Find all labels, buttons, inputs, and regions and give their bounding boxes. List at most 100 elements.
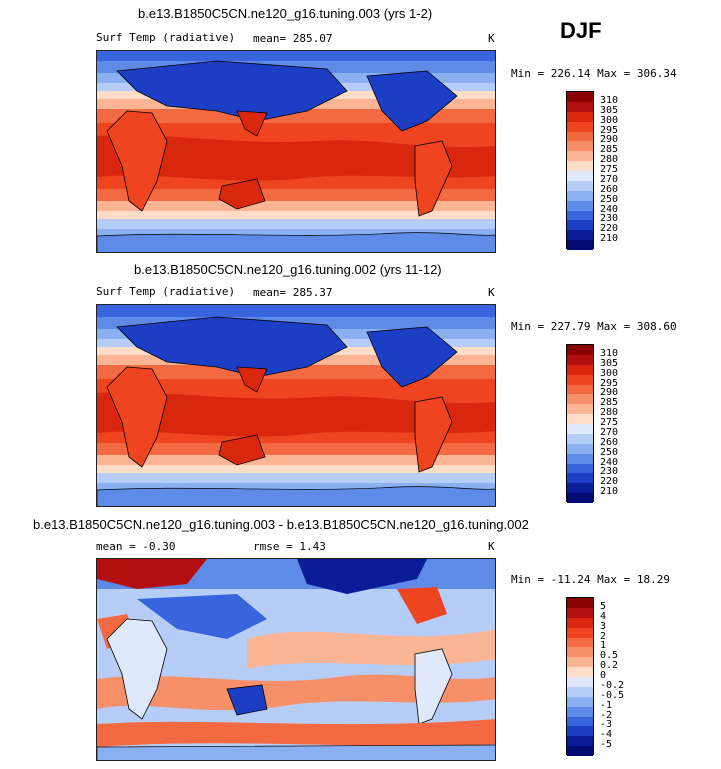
colorbar-swatch bbox=[567, 414, 593, 424]
panel1-colorbar bbox=[566, 91, 594, 250]
colorbar-swatch bbox=[567, 667, 593, 677]
colorbar-swatch bbox=[567, 240, 593, 250]
panel1-minmax: Min = 226.14 Max = 306.34 bbox=[511, 67, 677, 80]
season-label: DJF bbox=[560, 18, 602, 43]
panel2-map-graphic bbox=[97, 305, 495, 506]
colorbar-level-label: 220 bbox=[600, 223, 619, 235]
colorbar-level-label: 240 bbox=[600, 456, 619, 468]
panel1-mean-label: mean= 285.07 bbox=[253, 32, 333, 45]
colorbar-swatch bbox=[567, 746, 593, 756]
colorbar-swatch bbox=[567, 443, 593, 454]
colorbar-level-label: 285 bbox=[600, 397, 619, 409]
colorbar-swatch bbox=[567, 161, 593, 171]
colorbar-level-label: 220 bbox=[600, 476, 619, 488]
colorbar-level-label: 230 bbox=[600, 213, 619, 225]
panel3-colorbar bbox=[566, 597, 594, 756]
colorbar-level-label: -2 bbox=[600, 709, 613, 721]
colorbar-swatch bbox=[567, 92, 593, 102]
colorbar-level-label: -0.2 bbox=[600, 679, 625, 691]
panel1-units: K bbox=[488, 32, 495, 45]
panel1-title: b.e13.B1850C5CN.ne120_g16.tuning.003 (yr… bbox=[138, 6, 433, 21]
panel3-mean-label: mean = -0.30 bbox=[96, 540, 176, 553]
colorbar-level-label: 260 bbox=[600, 183, 619, 195]
colorbar-level-label: 260 bbox=[600, 436, 619, 448]
panel3-rmse-label: rmse = 1.43 bbox=[253, 540, 326, 553]
colorbar-swatch bbox=[567, 424, 593, 434]
colorbar-swatch bbox=[567, 453, 593, 464]
colorbar-swatch bbox=[567, 677, 593, 687]
colorbar-swatch bbox=[567, 686, 593, 697]
colorbar-swatch bbox=[567, 345, 593, 355]
colorbar-level-label: 280 bbox=[600, 407, 619, 419]
colorbar-swatch bbox=[567, 180, 593, 191]
colorbar-swatch bbox=[567, 121, 593, 132]
panel2-variable-label: Surf Temp (radiative) bbox=[96, 285, 236, 298]
colorbar-swatch bbox=[567, 463, 593, 474]
colorbar-level-label: -3 bbox=[600, 719, 613, 731]
colorbar-level-label: 210 bbox=[600, 233, 619, 245]
colorbar-swatch bbox=[567, 220, 593, 231]
panel2-colorbar bbox=[566, 344, 594, 503]
colorbar-level-label: 295 bbox=[600, 124, 619, 136]
colorbar-level-label: -4 bbox=[600, 729, 613, 741]
colorbar-level-label: 300 bbox=[600, 114, 619, 126]
colorbar-swatch bbox=[567, 230, 593, 241]
colorbar-level-label: 305 bbox=[600, 357, 619, 369]
colorbar-level-label: 240 bbox=[600, 203, 619, 215]
colorbar-level-label: 270 bbox=[600, 173, 619, 185]
panel1-map bbox=[96, 50, 496, 253]
colorbar-swatch bbox=[567, 433, 593, 444]
colorbar-swatch bbox=[567, 101, 593, 112]
colorbar-swatch bbox=[567, 131, 593, 142]
colorbar-swatch bbox=[567, 404, 593, 415]
panel1-variable-label: Surf Temp (radiative) bbox=[96, 31, 236, 44]
colorbar-swatch bbox=[567, 171, 593, 181]
colorbar-level-label: 250 bbox=[600, 193, 619, 205]
panel3-map-graphic bbox=[97, 559, 495, 760]
panel3-map bbox=[96, 558, 496, 761]
colorbar-swatch bbox=[567, 598, 593, 608]
colorbar-level-label: 310 bbox=[600, 94, 619, 106]
panel3-minmax: Min = -11.24 Max = 18.29 bbox=[511, 573, 670, 586]
colorbar-swatch bbox=[567, 483, 593, 494]
colorbar-level-label: 2 bbox=[600, 630, 607, 642]
colorbar-swatch bbox=[567, 364, 593, 375]
colorbar-swatch bbox=[567, 394, 593, 405]
colorbar-swatch bbox=[567, 141, 593, 152]
colorbar-swatch bbox=[567, 637, 593, 648]
colorbar-level-label: 250 bbox=[600, 446, 619, 458]
colorbar-swatch bbox=[567, 384, 593, 395]
colorbar-level-label: 290 bbox=[600, 134, 619, 146]
colorbar-level-label: 275 bbox=[600, 417, 619, 428]
panel3-title: b.e13.B1850C5CN.ne120_g16.tuning.003 - b… bbox=[33, 517, 529, 532]
panel2-title: b.e13.B1850C5CN.ne120_g16.tuning.002 (yr… bbox=[134, 262, 442, 277]
colorbar-level-label: 3 bbox=[600, 620, 607, 632]
colorbar-level-label: 1 bbox=[600, 640, 607, 652]
colorbar-level-label: 280 bbox=[600, 154, 619, 166]
colorbar-swatch bbox=[567, 716, 593, 727]
colorbar-level-label: 305 bbox=[600, 104, 619, 116]
colorbar-swatch bbox=[567, 354, 593, 365]
panel3-units: K bbox=[488, 540, 495, 553]
colorbar-level-label: 295 bbox=[600, 377, 619, 389]
colorbar-level-label: 4 bbox=[600, 610, 607, 622]
colorbar-level-label: 310 bbox=[600, 347, 619, 359]
panel2-mean-label: mean= 285.37 bbox=[253, 286, 333, 299]
colorbar-swatch bbox=[567, 607, 593, 618]
colorbar-swatch bbox=[567, 151, 593, 162]
colorbar-level-label: 230 bbox=[600, 466, 619, 478]
colorbar-swatch bbox=[567, 657, 593, 668]
colorbar-level-label: -1 bbox=[600, 699, 613, 711]
colorbar-level-label: 5 bbox=[600, 600, 607, 612]
colorbar-level-label: 270 bbox=[600, 426, 619, 438]
colorbar-level-label: 0 bbox=[600, 670, 607, 681]
colorbar-level-label: -0.5 bbox=[600, 689, 625, 701]
colorbar-swatch bbox=[567, 200, 593, 211]
colorbar-swatch bbox=[567, 111, 593, 122]
panel1-map-graphic bbox=[97, 51, 495, 252]
panel2-minmax: Min = 227.79 Max = 308.60 bbox=[511, 320, 677, 333]
colorbar-swatch bbox=[567, 374, 593, 385]
colorbar-level-label: 210 bbox=[600, 486, 619, 498]
colorbar-level-label: 290 bbox=[600, 387, 619, 399]
colorbar-swatch bbox=[567, 473, 593, 484]
